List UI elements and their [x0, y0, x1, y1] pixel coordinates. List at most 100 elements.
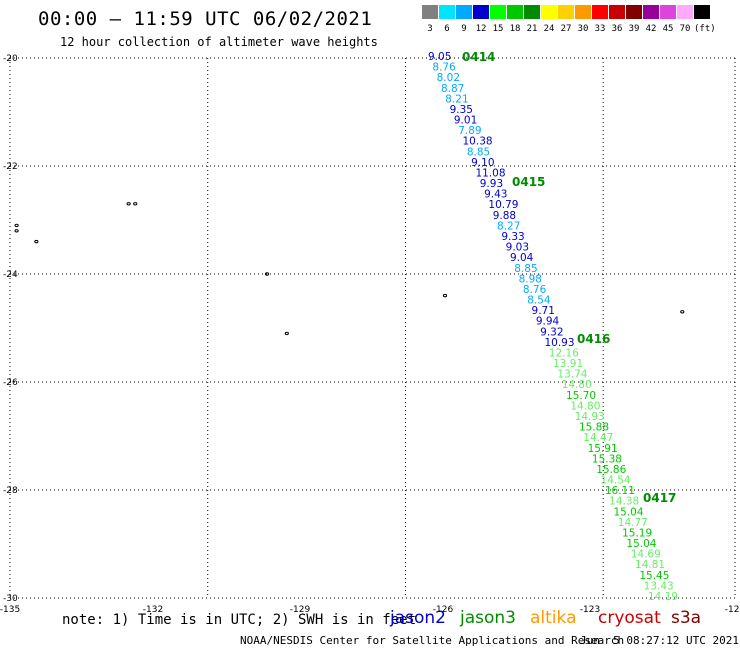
satellite-jason2: jason2 [390, 608, 446, 628]
legend-label: 45 [662, 24, 674, 34]
swh-value: 7.89 [458, 125, 481, 137]
swh-value: 9.10 [471, 157, 494, 169]
swh-value: 15.91 [588, 443, 618, 455]
swh-value: 15.70 [566, 390, 596, 402]
legend-swatch [541, 5, 557, 19]
legend-label: 21 [526, 24, 538, 34]
swh-value: 14.93 [575, 411, 605, 423]
legend-swatch [473, 5, 489, 19]
legend-swatch [422, 5, 438, 19]
swh-value: 9.33 [501, 231, 524, 243]
swh-value: 15.86 [596, 464, 626, 476]
legend-label: 3 [427, 24, 433, 34]
swh-value: 8.85 [467, 146, 490, 158]
island-mark [442, 293, 448, 298]
legend-label: 30 [577, 24, 589, 34]
axis-tick-labels: -135 -132 -129 -126 -123 -124 -20 -22 -24 -26 -28 -… [0, 54, 740, 615]
lon-tick-label: -135 [0, 605, 20, 615]
legend-label: 18 [509, 24, 521, 34]
swh-value: 14.47 [583, 432, 613, 444]
legend-swatch [439, 5, 455, 19]
satellite-jason3: jason3 [460, 608, 516, 628]
island-mark [680, 310, 685, 314]
legend-swatch [558, 5, 574, 19]
island-mark [133, 202, 138, 206]
swh-labels: 9.058.768.028.878.219.359.017.8910.388.8… [428, 51, 678, 603]
swh-value: 9.94 [536, 316, 560, 328]
swh-value: 14.77 [618, 517, 648, 529]
legend-swatch [490, 5, 506, 19]
swh-value: 9.05 [428, 51, 451, 63]
legend-label: 39 [628, 24, 640, 34]
swh-value: 12.16 [549, 347, 579, 359]
island-mark [14, 223, 19, 228]
swh-value: 14.54 [601, 475, 631, 487]
lon-tick-label: -132 [143, 605, 163, 615]
generated-timestamp: Jun 5 08:27:12 UTC 2021 [580, 634, 739, 647]
swh-value: 15.04 [613, 506, 643, 518]
swh-value: 15.38 [592, 453, 622, 465]
credit-text: NOAA/NESDIS Center for Satellite Applica… [240, 634, 625, 647]
footer-note: note: 1) Time is in UTC; 2) SWH is in fe… [62, 612, 417, 628]
legend-label: 9 [461, 24, 467, 34]
satellite-cryosat: cryosat [598, 608, 661, 628]
swh-value: 9.01 [454, 115, 477, 127]
satellite-s3a: s3a [671, 608, 702, 628]
legend-label: 24 [543, 24, 555, 34]
legend-swatch [643, 5, 659, 19]
legend-swatch [694, 5, 710, 19]
swh-value: 9.35 [450, 104, 473, 116]
swh-value: 14.80 [570, 400, 600, 412]
lat-tick-label: -22 [3, 162, 18, 172]
island-outlines [14, 202, 685, 336]
swh-value: 10.79 [488, 199, 518, 211]
map-grid [9, 57, 736, 599]
swh-value: 9.04 [510, 252, 534, 264]
time-label: 0414 [462, 50, 495, 64]
island-mark [284, 331, 289, 336]
swh-value: 8.02 [437, 72, 460, 84]
time-label: 0417 [643, 491, 676, 505]
swh-value: 14.19 [648, 591, 678, 603]
legend-unit: (ft) [694, 24, 716, 34]
legend-swatch [524, 5, 540, 19]
time-labels: 0414 0415 0416 0417 [462, 50, 676, 505]
legend-label: 6 [444, 24, 450, 34]
swh-value: 9.93 [480, 178, 503, 190]
swh-value: 9.03 [506, 242, 529, 254]
swh-value: 13.74 [557, 369, 587, 381]
island-mark [14, 229, 19, 233]
legend-label: 36 [611, 24, 623, 34]
legend-swatch [456, 5, 472, 19]
swh-value: 15.45 [639, 570, 669, 582]
swh-value: 14.69 [631, 549, 661, 561]
lon-tick-label: -123 [580, 605, 600, 615]
swh-value: 8.76 [432, 62, 456, 74]
swh-value: 14.80 [562, 379, 592, 391]
swh-value: 10.38 [463, 136, 493, 148]
legend-swatch [575, 5, 591, 19]
swh-value: 8.21 [445, 93, 468, 105]
swh-value: 8.76 [523, 284, 547, 296]
lat-tick-label: -20 [3, 54, 18, 64]
legend-swatch [677, 5, 693, 19]
time-label: 0415 [512, 175, 545, 189]
legend-swatch [609, 5, 625, 19]
swh-value: 13.43 [644, 580, 674, 592]
swh-value: 8.98 [519, 273, 542, 285]
swh-value: 8.87 [441, 83, 464, 95]
page-subtitle: 12 hour collection of altimeter wave hei… [60, 35, 378, 49]
swh-value: 10.93 [544, 337, 574, 349]
swh-value: 8.54 [527, 295, 551, 307]
lat-tick-label: -24 [3, 270, 18, 280]
legend-label: 70 [679, 24, 691, 34]
lat-tick-label: -26 [3, 378, 18, 388]
swh-value: 14.81 [635, 559, 665, 571]
legend-swatch [507, 5, 523, 19]
swh-value: 14.38 [609, 496, 639, 508]
legend-swatch [592, 5, 608, 19]
lat-tick-label: -28 [3, 486, 18, 496]
island-mark [34, 239, 39, 244]
swh-value: 15.19 [622, 527, 652, 539]
